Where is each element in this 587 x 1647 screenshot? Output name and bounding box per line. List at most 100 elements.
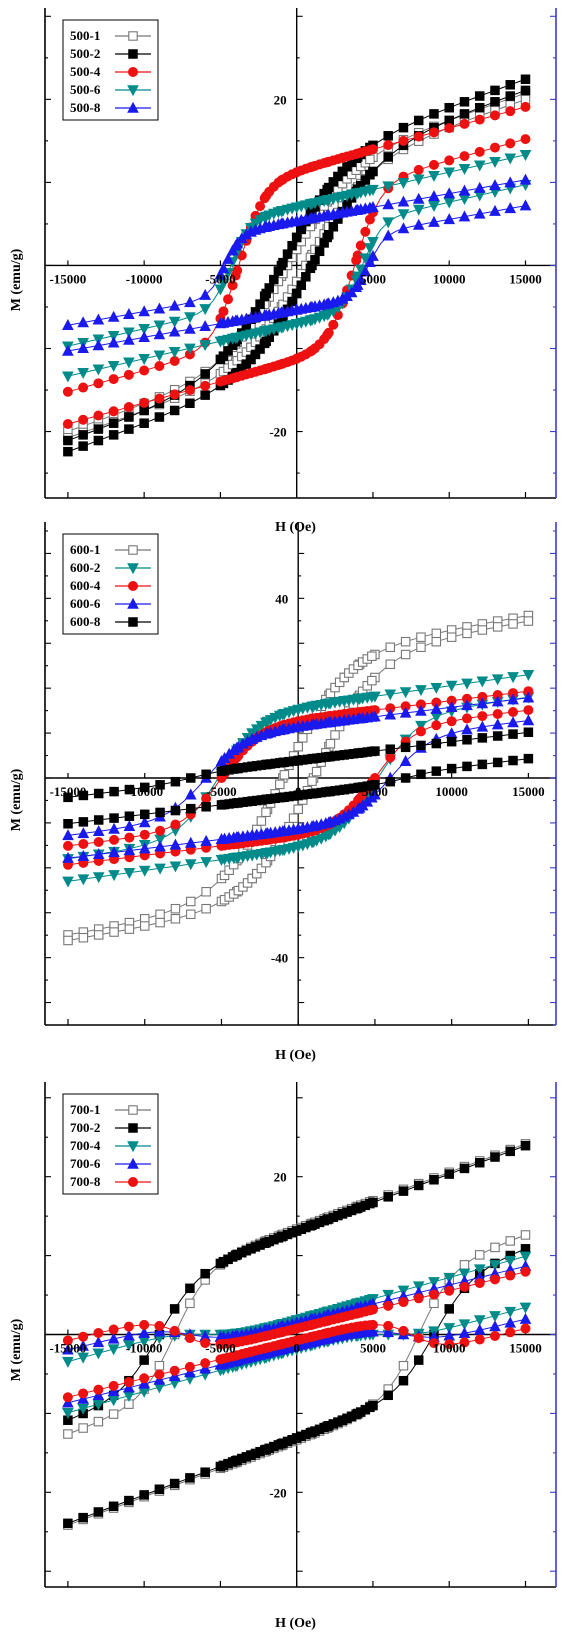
data-point <box>186 896 196 907</box>
y-axis-label: M (emu/g) <box>9 248 24 311</box>
legend-label: 700-2 <box>70 1120 100 1135</box>
data-point <box>398 135 409 146</box>
data-point <box>278 257 288 268</box>
data-point <box>459 118 470 129</box>
data-point <box>364 1325 376 1337</box>
data-point <box>154 412 165 422</box>
data-point <box>383 140 394 151</box>
data-point <box>169 1304 180 1314</box>
data-point <box>138 816 151 828</box>
data-point <box>323 229 334 240</box>
legend-label: 700-1 <box>70 1102 100 1117</box>
x-tick-label: 0 <box>295 784 302 799</box>
data-point <box>170 903 181 914</box>
data-point <box>523 727 534 737</box>
data-point <box>523 705 534 716</box>
data-point <box>474 146 485 157</box>
legend: 600-1 600-2 600-4 600-6 600-8 <box>62 533 159 635</box>
data-point <box>77 827 90 839</box>
data-point <box>505 106 516 117</box>
data-point <box>184 1361 195 1372</box>
data-point <box>231 237 244 249</box>
data-point <box>139 1355 149 1365</box>
data-point <box>508 729 518 739</box>
data-point <box>108 1501 119 1512</box>
data-point <box>78 817 89 827</box>
series-500-4 <box>62 101 531 429</box>
data-point <box>62 386 73 397</box>
data-point <box>107 1344 120 1356</box>
data-point <box>63 840 74 851</box>
data-point <box>311 766 322 777</box>
data-point <box>186 909 196 920</box>
data-point <box>184 859 197 871</box>
data-point <box>62 418 73 429</box>
data-point <box>62 829 74 841</box>
data-point <box>399 706 412 718</box>
data-point <box>200 834 212 846</box>
data-point <box>200 369 210 379</box>
data-point <box>78 1388 89 1399</box>
series-500-8 <box>62 173 532 356</box>
data-point <box>293 804 303 815</box>
legend-label: 700-4 <box>70 1138 101 1153</box>
data-point <box>138 865 151 877</box>
data-point <box>109 813 119 823</box>
data-point <box>168 1370 181 1382</box>
x-tick-label: 5000 <box>360 1341 386 1356</box>
series-700-2 <box>63 1140 531 1529</box>
data-point <box>255 299 265 309</box>
data-point <box>383 1192 393 1202</box>
data-point <box>78 932 89 943</box>
data-point <box>155 807 165 818</box>
data-point <box>429 1298 439 1309</box>
data-point <box>139 1490 149 1500</box>
data-point <box>383 1320 394 1331</box>
y-tick-label: 20 <box>274 92 287 107</box>
data-point <box>522 670 535 681</box>
data-point <box>184 296 196 308</box>
data-point <box>199 288 211 300</box>
data-point <box>428 1277 440 1289</box>
data-point <box>355 240 366 251</box>
legend-marker <box>128 617 138 627</box>
data-point <box>218 306 229 317</box>
data-point <box>77 849 90 861</box>
data-point <box>519 1312 532 1324</box>
data-point <box>415 720 427 732</box>
data-point <box>199 340 211 352</box>
data-point <box>328 319 339 330</box>
data-point <box>92 1336 105 1348</box>
data-point <box>123 327 135 339</box>
data-point <box>123 867 136 879</box>
x-axis-label: H (Oe) <box>275 1048 316 1063</box>
data-point <box>461 678 473 690</box>
x-tick-label: 15000 <box>509 1341 542 1356</box>
data-point <box>443 187 456 199</box>
data-point <box>200 390 210 400</box>
data-point <box>365 154 375 165</box>
data-point <box>474 114 485 125</box>
data-point <box>314 246 325 257</box>
data-point <box>282 249 293 259</box>
data-point <box>169 1325 180 1336</box>
data-point <box>428 201 440 212</box>
legend-label: 600-6 <box>70 596 101 611</box>
data-point <box>412 218 425 230</box>
data-point <box>169 838 182 850</box>
x-axis-label: H (Oe) <box>275 520 316 535</box>
data-point <box>430 682 443 694</box>
data-point <box>400 636 411 647</box>
data-point <box>77 874 90 886</box>
data-point <box>154 1320 165 1331</box>
legend-box <box>62 533 159 635</box>
data-point <box>107 361 120 372</box>
data-point <box>416 642 426 653</box>
legend-marker <box>127 1141 139 1153</box>
data-point <box>428 1338 439 1349</box>
data-point <box>63 435 73 446</box>
data-point <box>398 1375 409 1386</box>
legend-marker <box>128 1123 138 1133</box>
data-point <box>508 619 518 629</box>
data-point <box>92 825 105 837</box>
